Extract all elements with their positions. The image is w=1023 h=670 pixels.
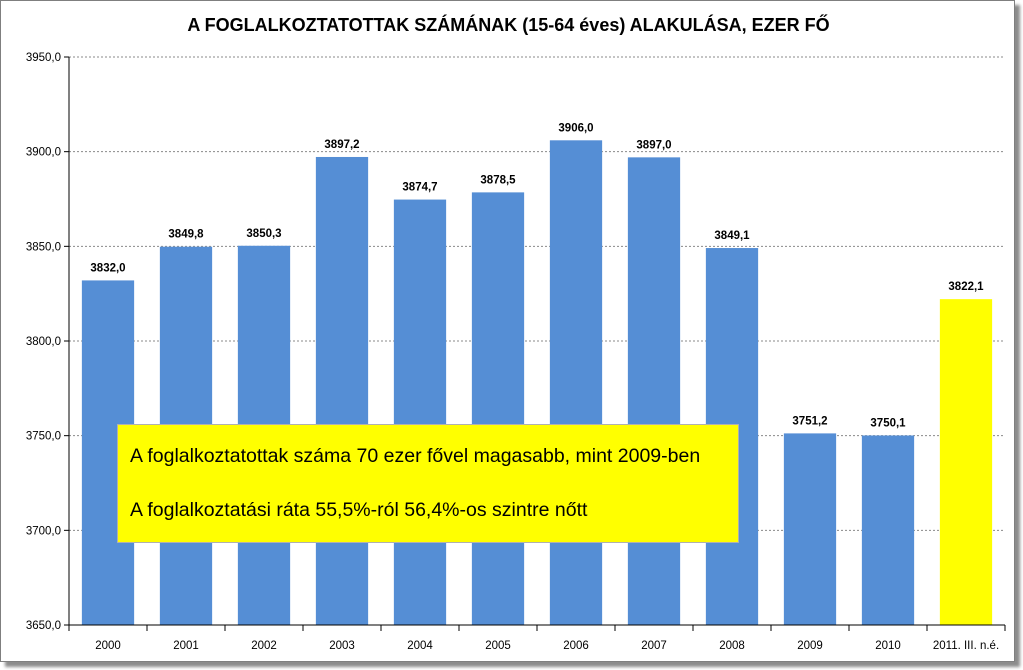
x-tick-label: 2006	[563, 640, 589, 652]
y-tick-label: 3850,0	[26, 241, 61, 253]
data-label: 3849,1	[714, 230, 750, 242]
x-tick-label: 2007	[641, 640, 667, 652]
x-tick-label: 2002	[251, 640, 277, 652]
chart-title: A FOGLALKOZTATOTTAK SZÁMÁNAK (15-64 éves…	[187, 15, 830, 35]
data-label: 3832,0	[90, 262, 125, 274]
data-label: 3849,8	[168, 229, 204, 241]
y-tick-label: 3800,0	[26, 336, 61, 348]
data-label: 3751,2	[792, 415, 827, 427]
x-tick-label: 2003	[329, 640, 355, 652]
annotation-line-2: A foglalkoztatási ráta 55,5%-ról 56,4%-o…	[130, 499, 588, 521]
y-tick-label: 3950,0	[26, 52, 61, 64]
data-label: 3750,1	[870, 417, 906, 429]
data-label: 3874,7	[402, 182, 437, 194]
data-label: 3897,2	[324, 139, 359, 151]
x-tick-label: 2010	[875, 640, 901, 652]
annotation-box: A foglalkoztatottak száma 70 ezer fővel …	[117, 424, 739, 543]
x-tick-label: 2011. III. n.é.	[933, 640, 999, 652]
y-tick-label: 3900,0	[26, 147, 61, 159]
x-tick-label: 2001	[173, 640, 199, 652]
bar-2007	[627, 157, 681, 625]
bar-2006	[549, 140, 603, 625]
data-label: 3906,0	[558, 122, 593, 134]
data-label: 3897,0	[636, 139, 671, 151]
data-label: 3822,1	[948, 281, 984, 293]
data-label: 3878,5	[480, 174, 516, 186]
x-tick-label: 2005	[485, 640, 511, 652]
annotation-line-1: A foglalkoztatottak száma 70 ezer fővel …	[130, 445, 701, 467]
bar-2004	[393, 199, 447, 625]
x-tick-label: 2000	[95, 640, 121, 652]
bar-2010	[861, 435, 915, 625]
bar-2003	[315, 156, 369, 625]
x-tick-label: 2004	[407, 640, 433, 652]
x-tick-label: 2009	[797, 640, 823, 652]
y-tick-label: 3750,0	[26, 431, 61, 443]
bar-2011-III-n	[939, 299, 993, 625]
y-tick-label: 3650,0	[26, 620, 61, 632]
bar-2005	[471, 192, 525, 625]
y-tick-label: 3700,0	[26, 525, 61, 537]
data-label: 3850,3	[246, 228, 281, 240]
x-tick-label: 2008	[719, 640, 745, 652]
bar-2009	[783, 433, 837, 625]
